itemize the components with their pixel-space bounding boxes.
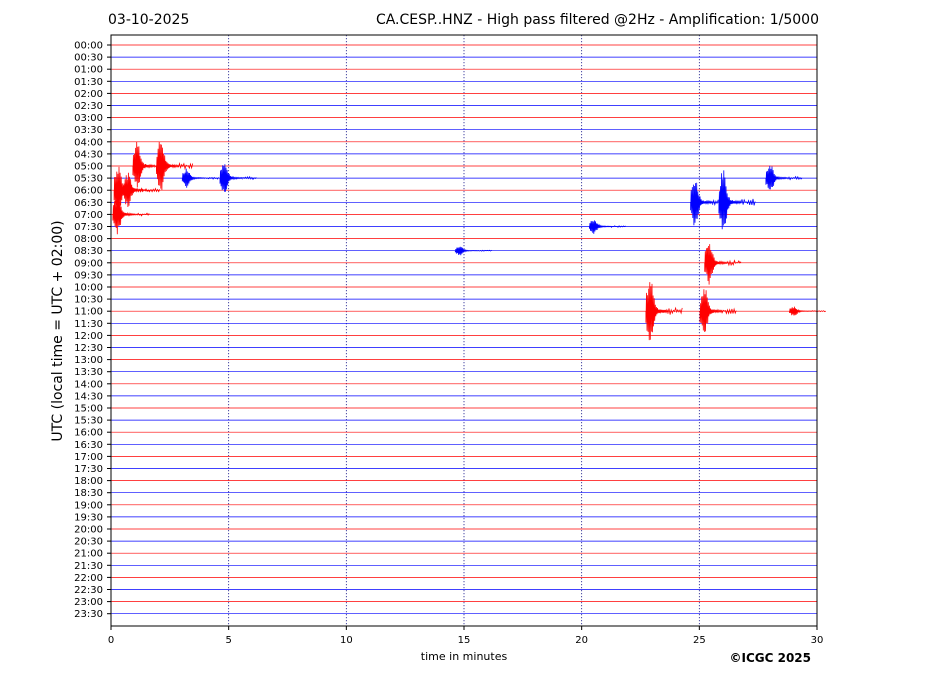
y-tick-label: 07:00: [74, 210, 103, 221]
y-tick-label: 23:00: [74, 597, 103, 608]
y-tick-label: 14:30: [74, 391, 103, 402]
y-tick-label: 08:30: [74, 246, 103, 257]
seismic-event-trace: [690, 182, 728, 226]
y-tick-label: 19:00: [74, 500, 103, 511]
chart-title: CA.CESP..HNZ - High pass filtered @2Hz -…: [375, 12, 819, 28]
y-tick-label: 18:30: [74, 488, 103, 499]
seismic-event-trace: [718, 170, 756, 230]
seismic-event-trace: [589, 220, 626, 234]
y-tick-label: 23:30: [74, 609, 103, 620]
y-tick-label: 15:00: [74, 404, 103, 415]
y-tick-label: 21:00: [74, 549, 103, 560]
seismic-events: [112, 141, 826, 341]
y-tick-label: 22:00: [74, 573, 103, 584]
y-tick-label: 09:30: [74, 270, 103, 281]
y-tick-label: 06:00: [74, 186, 103, 197]
y-tick-label: 19:30: [74, 512, 103, 523]
y-tick-label: 10:00: [74, 283, 103, 294]
y-tick-label: 16:30: [74, 440, 103, 451]
x-tick-label: 20: [575, 635, 588, 646]
copyright-label: ©ICGC 2025: [729, 651, 811, 665]
y-tick-label: 22:30: [74, 585, 103, 596]
y-tick-label: 18:00: [74, 476, 103, 487]
y-tick-label: 13:00: [74, 355, 103, 366]
y-tick-label: 17:00: [74, 452, 103, 463]
y-tick-label: 08:00: [74, 234, 103, 245]
seismic-event-trace: [112, 194, 150, 235]
y-tick-label: 10:30: [74, 295, 103, 306]
y-tick-label: 14:00: [74, 379, 103, 390]
seismic-traces: [111, 44, 817, 615]
seismic-event-trace: [765, 165, 803, 190]
seismic-event-trace: [219, 164, 257, 192]
seismic-event-trace: [454, 246, 492, 256]
x-tick-label: 25: [693, 635, 706, 646]
y-tick-label: 05:30: [74, 174, 103, 185]
y-tick-label: 01:30: [74, 77, 103, 88]
x-tick-labels: 0 5 10 15 20 25 30: [108, 626, 824, 646]
y-tick-label: 16:00: [74, 428, 103, 439]
date-label: 03-10-2025: [108, 12, 190, 28]
seismic-event-trace: [699, 289, 737, 332]
seismic-event-trace: [789, 306, 826, 316]
y-tick-label: 17:30: [74, 464, 103, 475]
y-tick-label: 02:00: [74, 89, 103, 100]
seismic-event-trace: [645, 282, 683, 341]
x-tick-label: 30: [811, 635, 824, 646]
x-tick-label: 0: [108, 635, 114, 646]
y-tick-label: 20:00: [74, 525, 103, 536]
y-tick-label: 04:00: [74, 137, 103, 148]
seismic-event-trace: [181, 168, 219, 188]
seismic-event-trace: [123, 172, 161, 208]
x-axis-label: time in minutes: [421, 650, 508, 663]
y-tick-label: 12:30: [74, 343, 103, 354]
y-tick-label: 11:30: [74, 319, 103, 330]
y-tick-label: 00:30: [74, 53, 103, 64]
y-tick-label: 04:30: [74, 149, 103, 160]
y-tick-label: 01:00: [74, 65, 103, 76]
y-tick-label: 21:30: [74, 561, 103, 572]
seismic-event-trace: [156, 141, 194, 191]
grid-lines: [228, 35, 700, 626]
y-tick-labels: 00:0000:3001:0001:3002:0002:3003:0003:30…: [74, 41, 111, 620]
y-tick-label: 07:30: [74, 222, 103, 233]
y-tick-label: 05:00: [74, 162, 103, 173]
y-axis-label: UTC (local time = UTC + 02:00): [50, 220, 66, 441]
y-tick-label: 03:30: [74, 125, 103, 136]
y-tick-label: 09:00: [74, 258, 103, 269]
x-tick-label: 15: [458, 635, 471, 646]
y-tick-label: 13:30: [74, 367, 103, 378]
y-tick-label: 11:00: [74, 307, 103, 318]
seismic-event-trace: [704, 244, 742, 285]
y-tick-label: 12:00: [74, 331, 103, 342]
plot-frame: [110, 34, 818, 627]
y-tick-label: 03:00: [74, 113, 103, 124]
x-tick-label: 5: [225, 635, 231, 646]
y-tick-label: 02:30: [74, 101, 103, 112]
y-tick-label: 20:30: [74, 537, 103, 548]
x-tick-label: 10: [340, 635, 353, 646]
y-tick-label: 00:00: [74, 41, 103, 52]
y-tick-label: 15:30: [74, 416, 103, 427]
y-tick-label: 06:30: [74, 198, 103, 209]
